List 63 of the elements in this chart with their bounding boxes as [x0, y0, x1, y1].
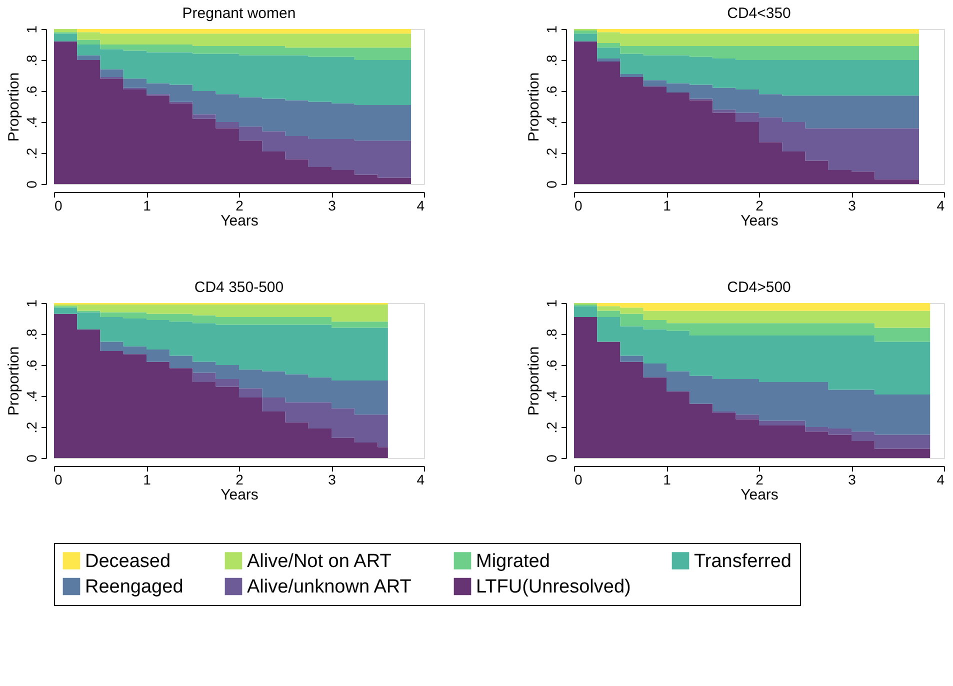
y-axis-title: Proportion: [6, 72, 22, 142]
x-axis-title: Years: [740, 486, 778, 504]
x-tick-label: 1: [663, 198, 672, 214]
x-tick-label: 1: [663, 472, 672, 488]
y-tick-label: .4: [544, 116, 560, 128]
legend-label: Reengaged: [85, 576, 184, 598]
x-tick-label: 4: [416, 198, 425, 214]
y-tick-label: 0: [544, 180, 560, 188]
legend-label: Deceased: [85, 550, 171, 572]
y-tick-label: 0: [24, 180, 40, 188]
x-tick-label: 1: [143, 198, 152, 214]
chart-title: Pregnant women: [182, 5, 296, 22]
y-tick-label: .8: [544, 328, 560, 340]
x-tick-label: 0: [574, 472, 582, 488]
legend-label: Alive/Not on ART: [247, 550, 392, 572]
y-tick-label: 1: [24, 299, 40, 308]
x-axis-title: Years: [220, 486, 258, 504]
legend-label: Transferred: [694, 550, 792, 572]
legend-label: Alive/unknown ART: [247, 576, 412, 598]
y-tick-label: .6: [24, 359, 40, 372]
x-tick-label: 0: [574, 198, 582, 214]
y-tick-label: 1: [24, 25, 40, 34]
chart-title: CD4>500: [727, 279, 791, 296]
y-tick-label: .2: [544, 147, 560, 160]
y-tick-label: .8: [24, 54, 40, 66]
y-tick-label: .8: [24, 328, 40, 340]
x-tick-label: 3: [328, 472, 336, 488]
chart-title: CD4 350-500: [194, 279, 284, 296]
x-tick-label: 1: [143, 472, 152, 488]
x-tick-label: 2: [756, 472, 764, 488]
y-tick-label: 1: [544, 25, 560, 34]
x-axis-title: Years: [220, 212, 258, 230]
x-tick-label: 4: [416, 472, 425, 488]
x-tick-label: 2: [236, 198, 244, 214]
x-tick-label: 3: [328, 198, 336, 214]
y-tick-label: .2: [24, 147, 40, 160]
legend-label: Migrated: [476, 550, 550, 572]
chart-title: CD4<350: [727, 5, 791, 22]
y-tick-label: .2: [544, 421, 560, 434]
x-tick-label: 0: [54, 472, 62, 488]
y-tick-label: 0: [24, 454, 40, 462]
y-tick-label: .2: [24, 421, 40, 434]
x-tick-label: 4: [936, 198, 945, 214]
y-tick-label: .4: [24, 116, 40, 128]
y-tick-label: .6: [24, 85, 40, 98]
y-tick-label: 0: [544, 454, 560, 462]
y-tick-label: .6: [544, 359, 560, 372]
x-tick-label: 3: [848, 472, 856, 488]
x-tick-label: 2: [756, 198, 764, 214]
y-axis-title: Proportion: [526, 72, 542, 142]
legend-label: LTFU(Unresolved): [476, 576, 631, 598]
y-tick-label: .4: [24, 390, 40, 402]
x-tick-label: 3: [848, 198, 856, 214]
x-tick-label: 2: [236, 472, 244, 488]
x-tick-label: 0: [54, 198, 62, 214]
x-axis-title: Years: [740, 212, 778, 230]
y-tick-label: .8: [544, 54, 560, 66]
y-axis-title: Proportion: [6, 346, 22, 416]
x-tick-label: 4: [936, 472, 945, 488]
y-tick-label: .6: [544, 85, 560, 98]
y-axis-title: Proportion: [526, 346, 542, 416]
y-tick-label: 1: [544, 299, 560, 308]
y-tick-label: .4: [544, 390, 560, 402]
